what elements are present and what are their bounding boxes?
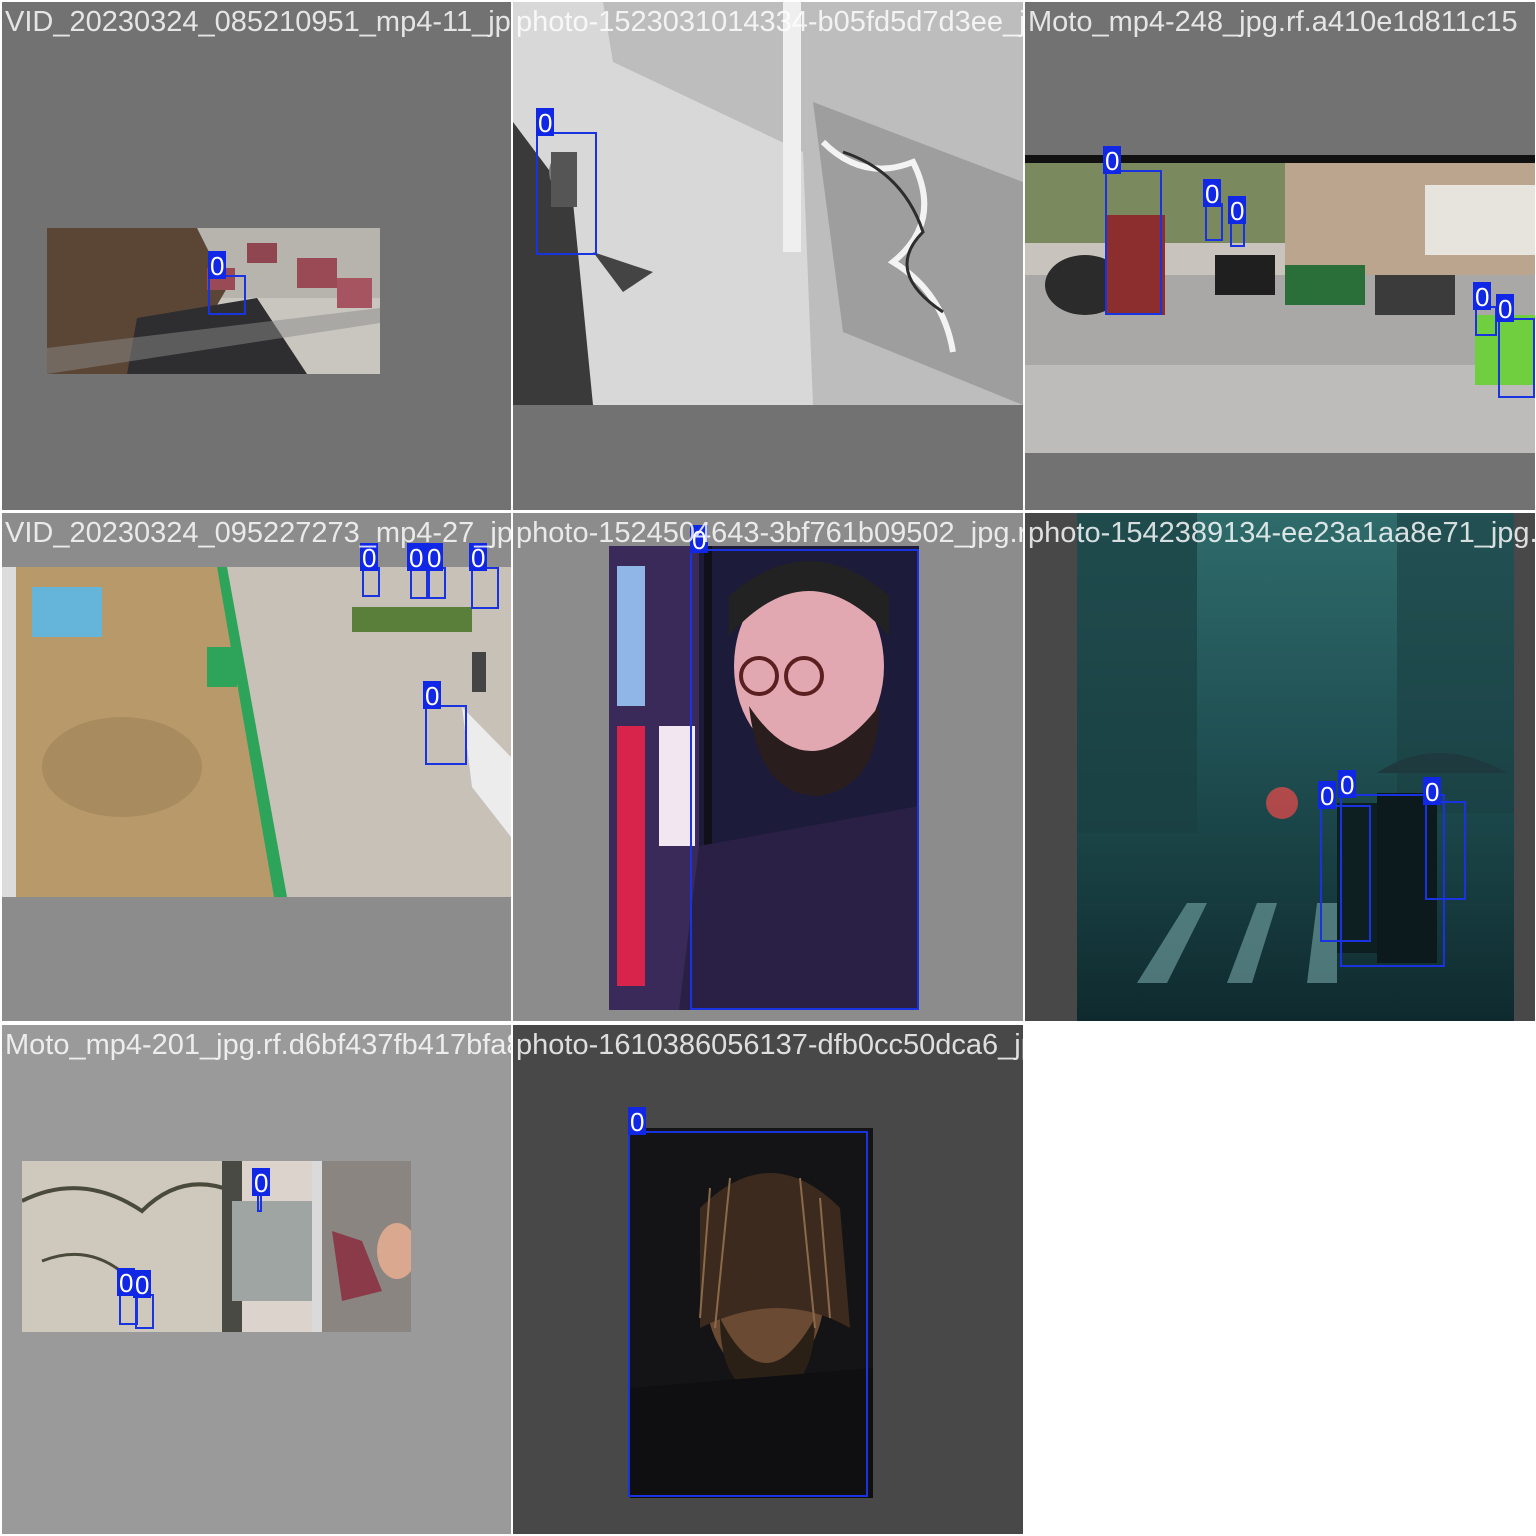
mosaic-tile-6: 0 0 0 photo-1542389134-ee23a1aa8e71_jpg.…	[1025, 513, 1535, 1021]
detection-label: 0	[1473, 282, 1492, 312]
detection-box	[628, 1131, 868, 1497]
detection-label: 0	[407, 543, 426, 573]
detection-box	[425, 705, 467, 765]
detection-label: 0	[469, 543, 488, 573]
detection-box	[1340, 794, 1445, 967]
mosaic-tile-7: 0 0 0 Moto_mp4-201_jpg.rf.d6bf437fb417bf…	[2, 1025, 511, 1534]
detection-label: 0	[252, 1168, 271, 1198]
detection-label: 0	[117, 1268, 136, 1298]
tile-filename: Moto_mp4-248_jpg.rf.a410e1d811c15	[1028, 6, 1518, 38]
detection-box	[536, 132, 597, 255]
detection-box	[208, 275, 246, 315]
mosaic-tile-2: 0 photo-1523031014334-b05fd5d7d3ee_jpg.r…	[513, 2, 1023, 510]
detection-box	[1320, 805, 1371, 942]
detection-label: 0	[133, 1270, 152, 1300]
mosaic-tile-8: 0 photo-1610386056137-dfb0cc50dca6_jpg.r…	[513, 1025, 1023, 1534]
detection-label: 0	[1318, 781, 1337, 811]
detection-label: 0	[690, 525, 709, 555]
detection-label: 0	[536, 108, 555, 138]
detection-box	[690, 549, 919, 1010]
detection-label: 0	[628, 1107, 647, 1137]
tile-photo	[609, 546, 919, 1010]
tile-filename: VID_20230324_085210951_mp4-11_jpg.rf.	[5, 6, 511, 38]
detection-label: 0	[1203, 179, 1222, 209]
tile-photo	[630, 1128, 873, 1498]
detection-box	[1425, 801, 1466, 900]
detection-box	[1498, 318, 1535, 398]
detection-label: 0	[1423, 777, 1442, 807]
detection-box	[471, 567, 499, 609]
detection-label: 0	[1228, 196, 1247, 226]
mosaic-tile-5: 0 photo-1524504643-3bf761b09502_jpg.rf.	[513, 513, 1023, 1021]
detection-label: 0	[1103, 146, 1122, 176]
detection-label: 0	[1496, 294, 1515, 324]
detection-box	[1105, 170, 1162, 315]
tile-photo	[22, 1161, 411, 1332]
tile-photo	[1077, 513, 1514, 1021]
tile-photo	[1025, 155, 1535, 453]
tile-filename: Moto_mp4-201_jpg.rf.d6bf437fb417bfa88dc	[5, 1029, 511, 1061]
detection-label: 0	[1338, 770, 1357, 800]
mosaic-tile-4: 0 0 0 0 0 VID_20230324_095227273_mp4-27_…	[2, 513, 511, 1021]
detection-label: 0	[208, 251, 227, 281]
detection-label: 0	[425, 543, 444, 573]
detection-label: 0	[423, 681, 442, 711]
tile-filename: photo-1610386056137-dfb0cc50dca6_jpg.rf.	[516, 1029, 1023, 1061]
detection-label: 0	[360, 543, 379, 573]
mosaic-tile-1: 0 VID_20230324_085210951_mp4-11_jpg.rf.	[2, 2, 511, 510]
mosaic-tile-3: 0 0 0 0 0 Moto_mp4-248_jpg.rf.a410e1d811…	[1025, 2, 1535, 510]
tile-photo	[513, 2, 1023, 405]
